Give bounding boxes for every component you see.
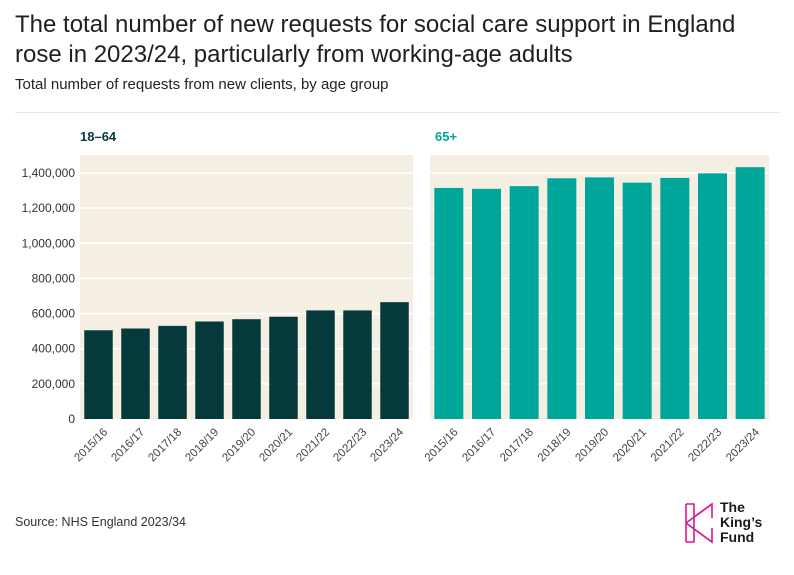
bar	[343, 310, 372, 419]
logo-line-3: Fund	[720, 529, 755, 545]
y-tick-label: 1,200,000	[22, 201, 76, 215]
x-tick-label: 2015/16	[423, 426, 461, 464]
chart-subtitle: Total number of requests from new client…	[15, 76, 389, 93]
bar	[158, 325, 187, 419]
logo-line-2: King’s	[720, 514, 763, 530]
x-tick-label: 2020/21	[257, 426, 295, 464]
bar	[84, 330, 113, 419]
y-tick-label: 600,000	[32, 307, 76, 321]
x-tick-label: 2023/24	[724, 426, 762, 464]
y-tick-label: 1,400,000	[22, 166, 76, 180]
panel-label-2: 65+	[435, 129, 457, 144]
header-divider	[15, 112, 779, 113]
x-tick-label: 2018/19	[536, 426, 574, 464]
bar	[471, 188, 502, 419]
x-tick-label: 2019/20	[573, 426, 611, 464]
y-tick-label: 400,000	[32, 342, 76, 356]
x-tick-label: 2018/19	[183, 426, 221, 464]
x-tick-label: 2020/21	[611, 426, 649, 464]
bar	[622, 182, 652, 419]
x-tick-label: 2016/17	[460, 426, 498, 464]
bar	[269, 316, 298, 419]
bar	[434, 187, 464, 419]
bar	[380, 302, 409, 419]
y-tick-label: 800,000	[32, 271, 76, 285]
x-tick-label: 2022/23	[331, 426, 369, 464]
kings-fund-logo: The King’s Fund	[682, 500, 782, 548]
bar	[660, 177, 690, 419]
bar	[547, 178, 577, 419]
panel-label-1: 18–64	[80, 129, 117, 144]
x-tick-label: 2021/22	[649, 426, 687, 464]
y-tick-label: 200,000	[32, 377, 76, 391]
y-tick-label: 0	[68, 412, 75, 426]
x-tick-label: 2023/24	[368, 426, 406, 464]
bar	[232, 319, 261, 419]
y-tick-label: 1,000,000	[22, 236, 76, 250]
x-tick-label: 2015/16	[72, 426, 110, 464]
x-tick-label: 2021/22	[294, 426, 332, 464]
x-tick-label: 2019/20	[220, 426, 258, 464]
chart-title: The total number of new requests for soc…	[15, 11, 736, 68]
source-note: Source: NHS England 2023/34	[15, 515, 186, 529]
bar	[584, 177, 615, 419]
bar	[195, 321, 224, 419]
x-tick-label: 2017/18	[146, 426, 184, 464]
bar	[509, 186, 539, 419]
kings-fund-logo-text: The King’s Fund	[720, 500, 762, 545]
bar	[121, 328, 150, 419]
x-tick-label: 2022/23	[686, 426, 724, 464]
bar	[306, 310, 335, 419]
x-tick-label: 2017/18	[498, 426, 536, 464]
kings-fund-logo-icon	[685, 502, 713, 544]
x-tick-label: 2016/17	[109, 426, 147, 464]
bar	[697, 173, 728, 419]
bar	[735, 167, 765, 419]
logo-line-1: The	[720, 499, 745, 515]
